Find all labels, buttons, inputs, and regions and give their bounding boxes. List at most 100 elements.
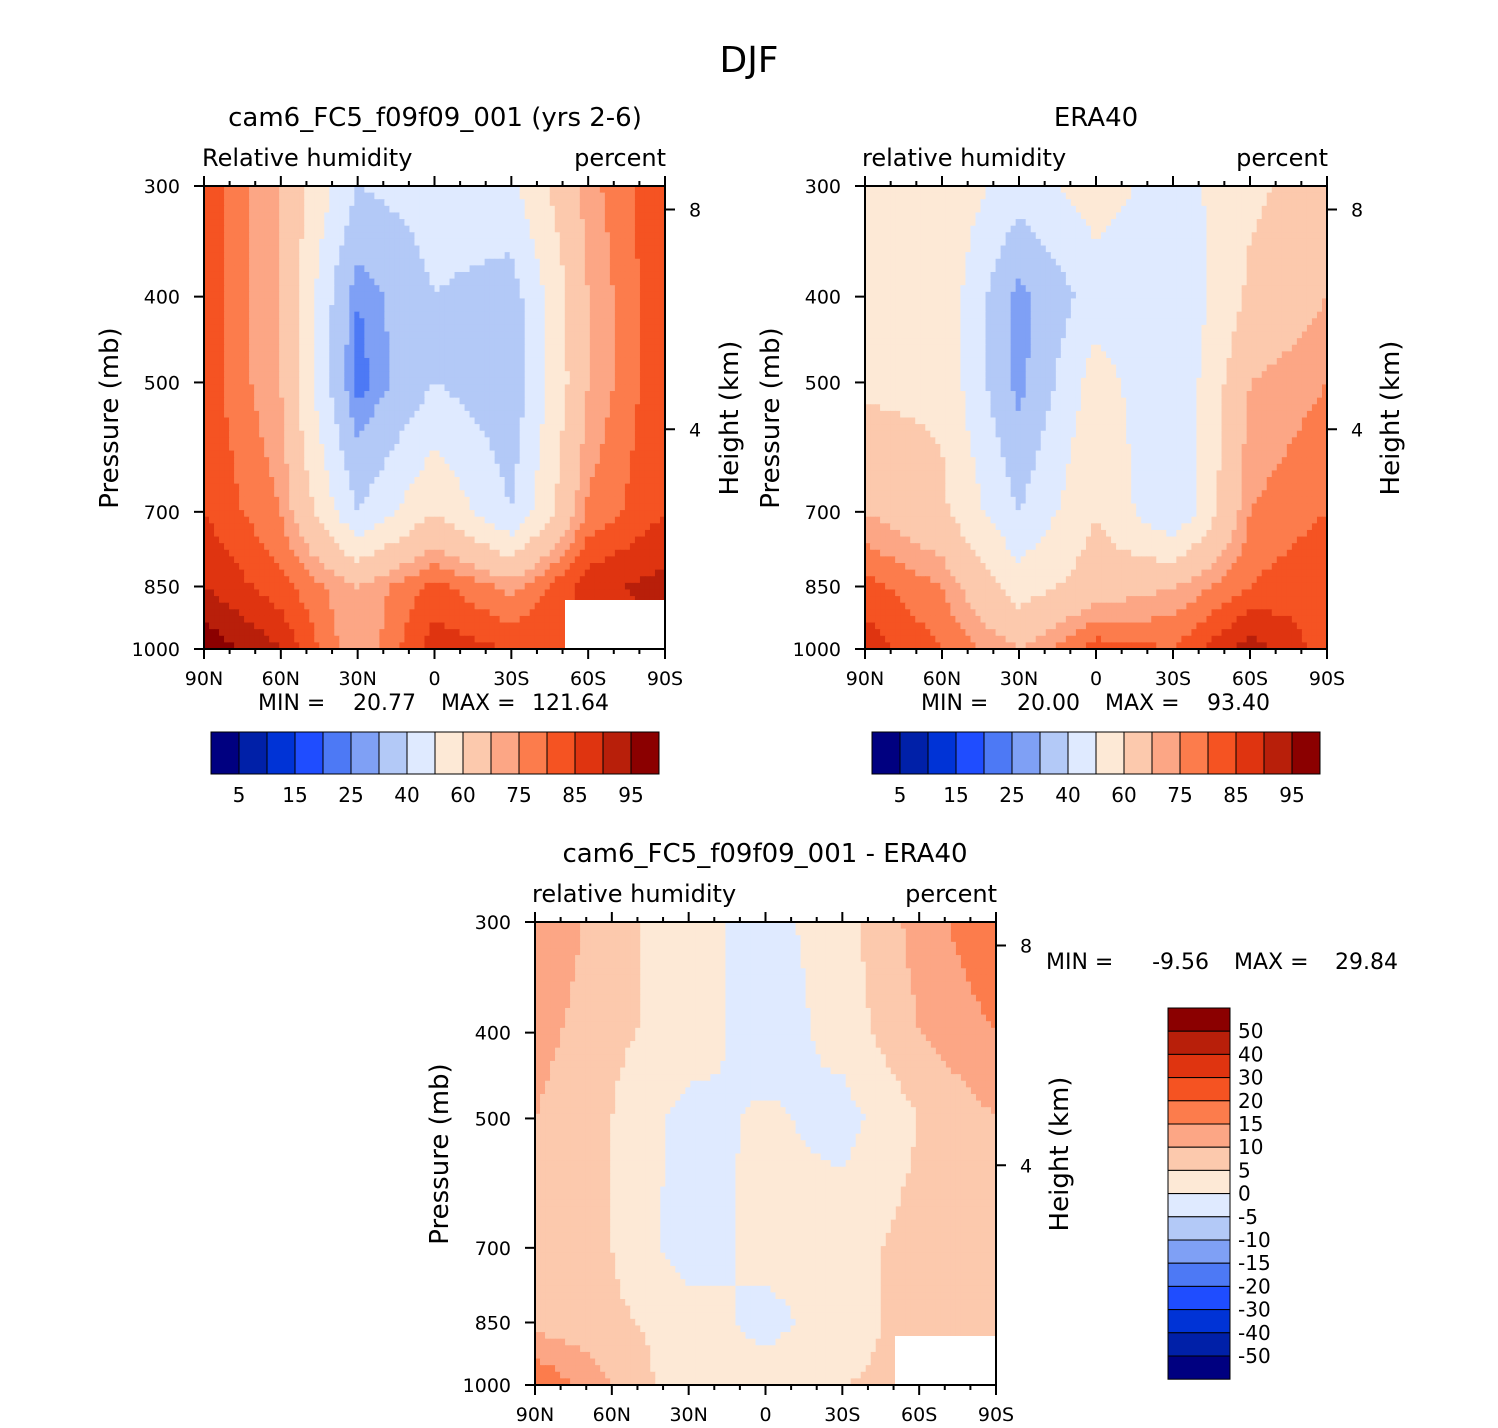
contour-cell <box>644 205 651 214</box>
contour-cell <box>549 205 556 214</box>
contour-cell <box>374 252 380 260</box>
contour-cell <box>449 285 456 293</box>
contour-cell <box>404 298 411 306</box>
contour-cell <box>564 258 571 266</box>
contour-cell <box>459 523 466 531</box>
contour-cell <box>299 364 305 372</box>
contour-cell <box>519 430 526 438</box>
contour-cell <box>629 529 636 538</box>
contour-cell <box>644 212 651 220</box>
contour-cell <box>559 331 566 339</box>
contour-cell <box>344 225 350 233</box>
contour-cell <box>429 232 436 240</box>
contour-cell <box>254 331 260 339</box>
contour-cell <box>314 238 320 247</box>
contour-cell <box>209 490 215 498</box>
contour-cell <box>419 245 426 253</box>
contour-cell <box>389 205 396 214</box>
contour-cell <box>524 463 531 472</box>
contour-cell <box>524 278 531 286</box>
contour-cell <box>604 490 611 498</box>
contour-cell <box>529 490 536 498</box>
contour-cell <box>229 324 235 333</box>
contour-cell <box>584 437 591 445</box>
contour-cell <box>604 298 611 306</box>
contour-cell <box>219 457 225 465</box>
contour-cell <box>264 463 270 472</box>
contour-cell <box>569 324 576 333</box>
contour-cell <box>564 523 571 531</box>
contour-cell <box>234 496 240 505</box>
contour-cell <box>489 477 496 485</box>
contour-cell <box>334 252 340 260</box>
contour-cell <box>334 331 340 339</box>
contour-cell <box>569 364 576 372</box>
contour-cell <box>269 424 275 432</box>
contour-cell <box>434 298 441 306</box>
contour-cell <box>464 510 471 518</box>
contour-cell <box>339 424 345 432</box>
contour-cell <box>394 437 401 445</box>
contour-cell <box>304 516 310 524</box>
contour-cell <box>344 417 350 425</box>
contour-cell <box>409 463 416 472</box>
contour-cell <box>314 225 320 233</box>
contour-cell <box>259 258 265 266</box>
contour-cell <box>249 258 255 266</box>
contour-cell <box>329 529 335 538</box>
contour-cell <box>449 324 456 333</box>
contour-cell <box>204 357 210 366</box>
contour-cell <box>594 510 601 518</box>
contour-cell <box>604 351 611 359</box>
contour-cell <box>619 212 626 220</box>
contour-cell <box>654 437 661 445</box>
contour-cell <box>594 529 601 538</box>
contour-cell <box>644 186 651 194</box>
contour-cell <box>464 384 471 392</box>
contour-cell <box>649 364 656 372</box>
contour-cell <box>249 291 255 300</box>
contour-cell <box>589 351 596 359</box>
contour-cell <box>539 430 546 438</box>
contour-cell <box>574 205 581 214</box>
contour-cell <box>239 529 245 538</box>
contour-cell <box>384 258 390 266</box>
contour-cell <box>534 232 541 240</box>
contour-cell <box>604 503 611 511</box>
contour-cell <box>499 470 506 478</box>
contour-cell <box>479 331 486 339</box>
contour-cell <box>564 318 571 326</box>
contour-cell <box>254 443 260 452</box>
contour-cell <box>434 205 441 214</box>
contour-cell <box>554 199 561 207</box>
contour-cell <box>649 529 656 538</box>
contour-cell <box>409 311 416 319</box>
contour-cell <box>279 477 285 485</box>
contour-cell <box>514 338 521 346</box>
contour-cell <box>374 298 380 306</box>
contour-cell <box>479 443 486 452</box>
contour-cell <box>479 463 486 472</box>
contour-cell <box>274 490 280 498</box>
contour-cell <box>529 245 536 253</box>
contour-cell <box>339 437 345 445</box>
contour-cell <box>474 457 481 465</box>
contour-cell <box>534 331 541 339</box>
contour-cell <box>639 192 646 200</box>
contour-cell <box>289 311 295 319</box>
contour-cell <box>489 338 496 346</box>
contour-cell <box>619 490 626 498</box>
contour-cell <box>654 397 661 405</box>
contour-cell <box>399 258 406 266</box>
contour-cell <box>309 543 315 551</box>
contour-cell <box>484 298 491 306</box>
contour-cell <box>349 490 355 498</box>
contour-cell <box>364 417 370 425</box>
contour-cell <box>299 496 305 505</box>
contour-cell <box>419 238 426 247</box>
contour-cell <box>394 192 401 200</box>
contour-cell <box>514 219 521 227</box>
contour-cell <box>349 271 355 280</box>
contour-cell <box>614 417 621 425</box>
contour-cell <box>614 238 621 247</box>
